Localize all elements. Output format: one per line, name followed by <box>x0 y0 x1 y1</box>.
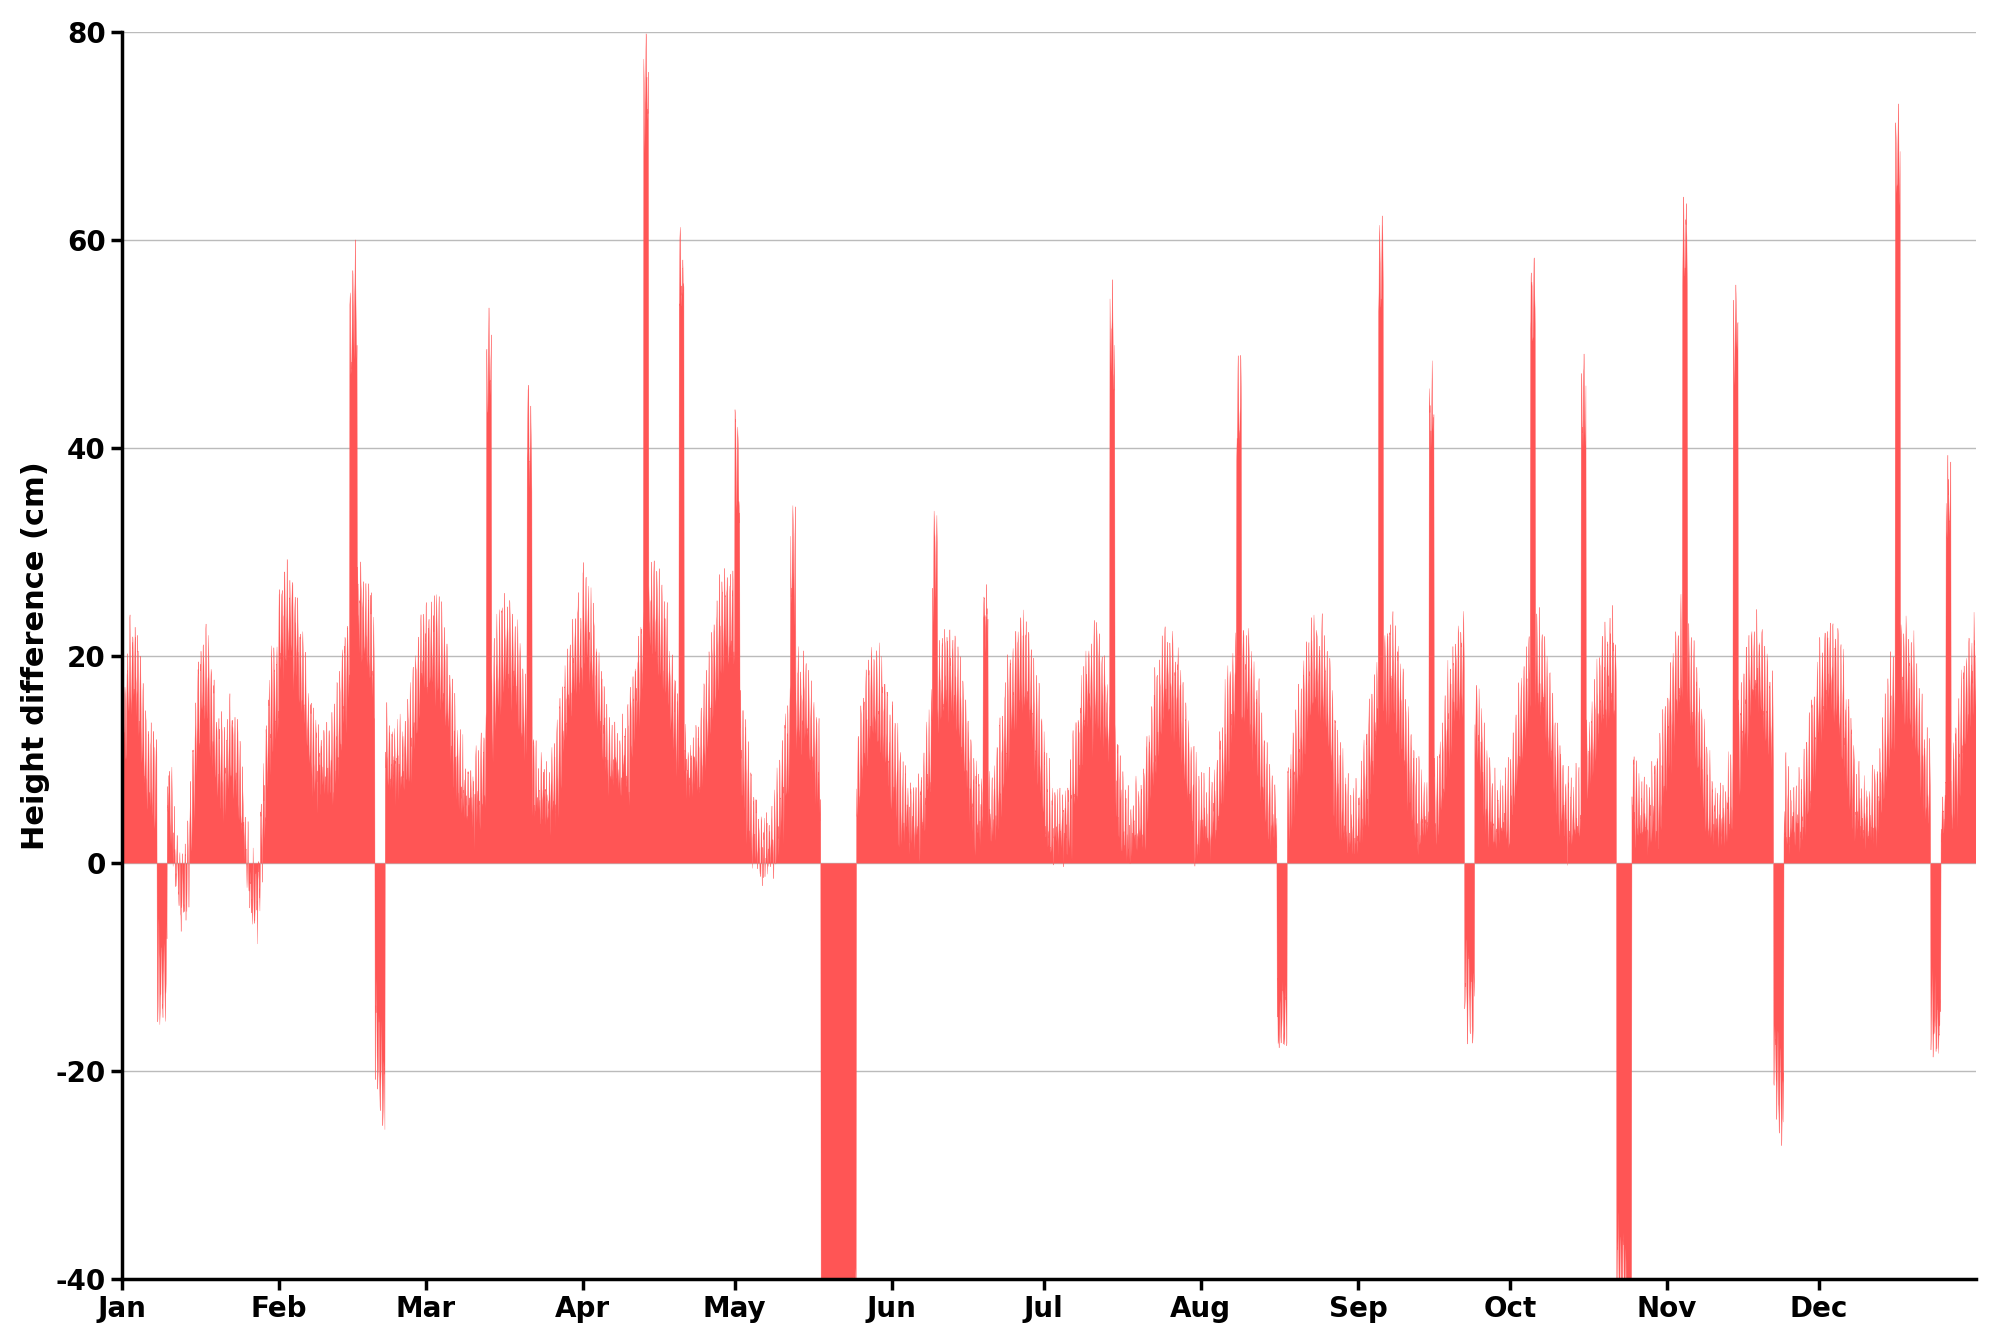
Y-axis label: Height difference (cm): Height difference (cm) <box>20 461 50 849</box>
